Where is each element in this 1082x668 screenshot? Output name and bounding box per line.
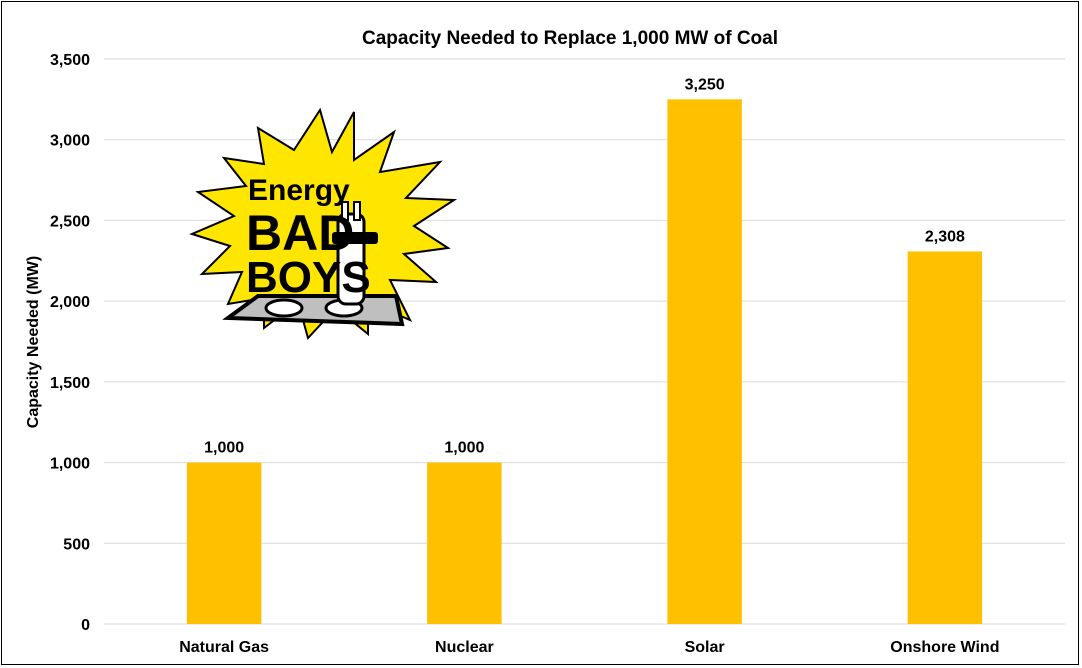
data-label: 1,000 [204, 440, 244, 457]
bar-onshore-wind [907, 251, 983, 624]
bar-solar [667, 99, 742, 625]
sunglasses-icon [332, 232, 378, 244]
energy-bad-boys-logo: Energy BAD BOYS [189, 107, 458, 340]
data-labels: 1,000 1,000 3,250 2,308 [204, 76, 965, 456]
logo-text-energy: Energy [248, 174, 350, 207]
logo-text-bad: BAD [246, 205, 354, 261]
y-axis-label: Capacity Needed (MW) [25, 256, 42, 428]
bar-nuclear [427, 462, 502, 624]
y-tick-label: 1,000 [50, 456, 90, 473]
chart-title: Capacity Needed to Replace 1,000 MW of C… [362, 28, 778, 49]
logo-text-boys: BOYS [246, 253, 371, 302]
y-tick-label: 3,500 [50, 52, 90, 69]
y-tick-label: 2,500 [50, 213, 90, 230]
x-category-label: Nuclear [435, 639, 494, 656]
data-label: 2,308 [925, 228, 965, 245]
x-category-label: Natural Gas [179, 639, 269, 656]
bar-natural-gas [186, 462, 262, 624]
y-tick-label: 3,000 [50, 133, 90, 150]
y-axis-ticks: 0 500 1,000 1,500 2,000 2,500 3,000 3,500 [50, 52, 90, 634]
y-tick-label: 1,500 [50, 375, 90, 392]
x-category-label: Onshore Wind [890, 639, 999, 656]
outlet-left [264, 298, 304, 318]
y-tick-label: 500 [63, 536, 90, 553]
plug-prong-right [353, 201, 361, 221]
plug-prong-left [341, 201, 349, 221]
y-tick-label: 0 [81, 617, 90, 634]
data-label: 3,250 [685, 76, 725, 93]
data-label: 1,000 [444, 440, 484, 457]
y-tick-label: 2,000 [50, 294, 90, 311]
x-category-label: Solar [685, 639, 725, 656]
bars [186, 99, 983, 625]
x-axis-categories: Natural Gas Nuclear Solar Onshore Wind [179, 639, 999, 656]
